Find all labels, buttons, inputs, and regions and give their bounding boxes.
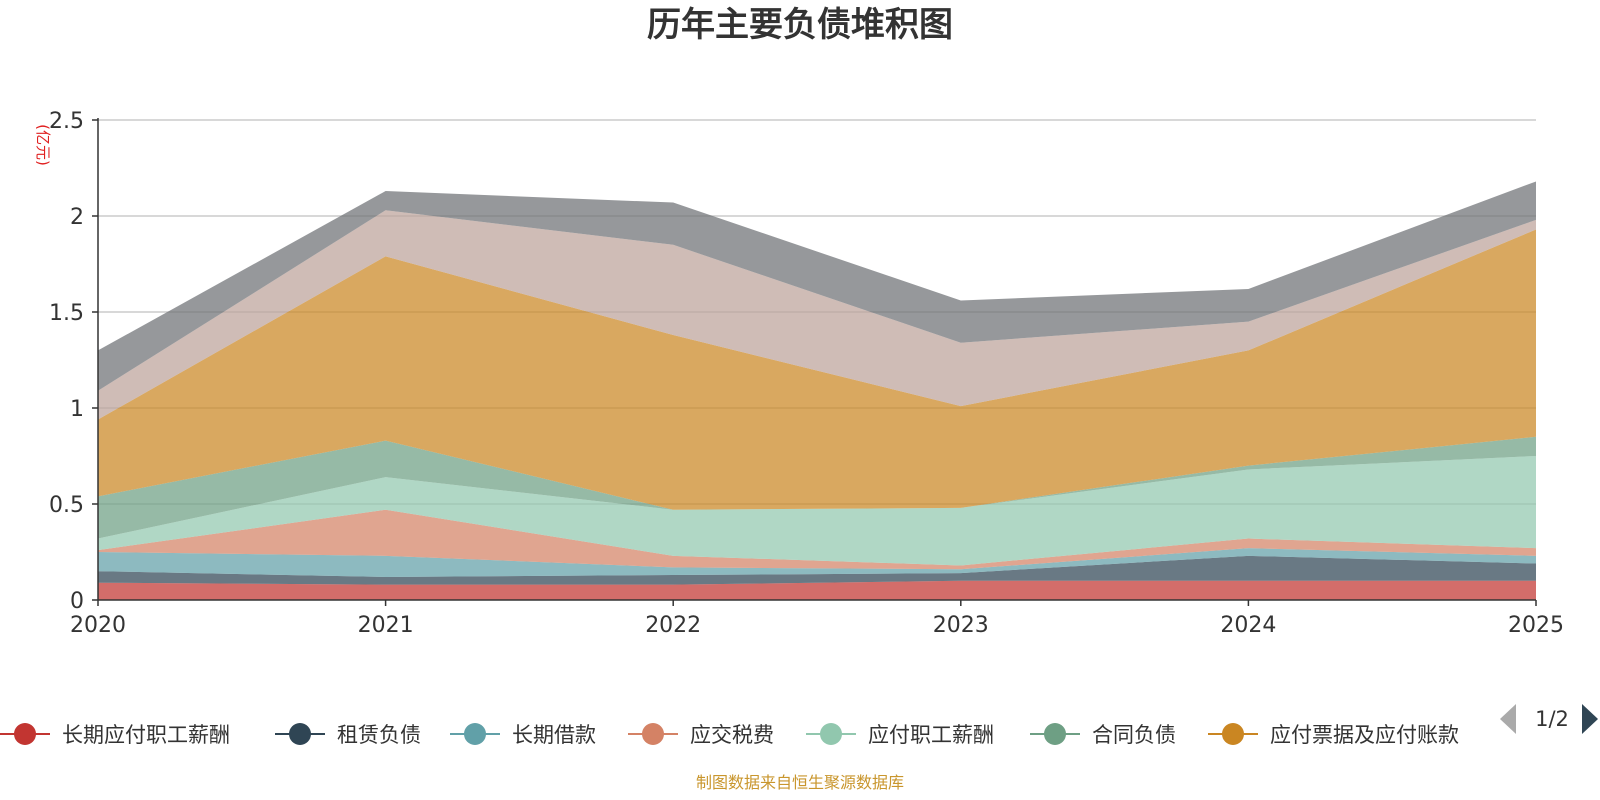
area-series-8[interactable] (98, 210, 1536, 420)
axes: 0 0.5 1 1.5 2 2.5 2020 2021 2022 2023 2024 2025 (49, 109, 1564, 638)
legend-item-3[interactable]: 长期借款 (450, 723, 596, 747)
area-series-2[interactable] (98, 555, 1536, 585)
x-tick-label: 2021 (358, 613, 414, 638)
legend-label: 应付票据及应付账款 (1270, 723, 1459, 747)
y-axis-unit-label: (亿元) (34, 124, 52, 166)
area-series-7[interactable] (98, 229, 1536, 510)
legend-pager: 1/2 (1500, 704, 1598, 734)
y-tick-label: 1 (70, 397, 84, 422)
area-series-9[interactable] (98, 181, 1536, 391)
legend-next-page-icon[interactable] (1582, 704, 1598, 734)
legend-item-7[interactable]: 应付票据及应付账款 (1208, 723, 1459, 747)
y-tick-label: 0 (70, 589, 84, 614)
chart-title: 历年主要负债堆积图 (647, 5, 953, 45)
y-tick-label: 1.5 (49, 301, 84, 326)
y-tick-label: 2 (70, 205, 84, 230)
x-tick-label: 2022 (645, 613, 701, 638)
x-tick-label: 2024 (1220, 613, 1276, 638)
legend[interactable]: 长期应付职工薪酬 租赁负债 长期借款 应交税费 应付职工薪酬 合同负债 应付票据及应付账款 (0, 723, 1459, 747)
legend-item-1[interactable]: 长期应付职工薪酬 (0, 723, 230, 747)
legend-item-4[interactable]: 应交税费 (628, 723, 774, 747)
area-series-1[interactable] (98, 580, 1536, 600)
legend-item-6[interactable]: 合同负债 (1030, 723, 1176, 747)
x-tick-label: 2020 (70, 613, 126, 638)
source-note: 制图数据来自恒生聚源数据库 (696, 773, 904, 792)
x-tick-label: 2023 (933, 613, 989, 638)
legend-marker-icon (1222, 723, 1244, 745)
legend-marker-icon (464, 723, 486, 745)
x-tick-label: 2025 (1508, 613, 1564, 638)
legend-label: 应付职工薪酬 (868, 723, 994, 747)
legend-prev-page-icon[interactable] (1500, 704, 1516, 734)
legend-page-indicator: 1/2 (1535, 707, 1569, 731)
area-series-6[interactable] (98, 436, 1536, 539)
y-tick-label: 2.5 (49, 109, 84, 134)
legend-item-5[interactable]: 应付职工薪酬 (806, 723, 994, 747)
legend-label: 合同负债 (1092, 723, 1176, 747)
legend-marker-icon (1044, 723, 1066, 745)
legend-marker-icon (820, 723, 842, 745)
legend-label: 应交税费 (690, 723, 774, 747)
area-series-5[interactable] (98, 456, 1536, 566)
legend-label: 租赁负债 (337, 723, 421, 747)
legend-marker-icon (14, 723, 36, 745)
area-series-group (98, 181, 1536, 600)
legend-item-2[interactable]: 租赁负债 (275, 723, 421, 747)
area-series-4[interactable] (98, 509, 1536, 570)
legend-label: 长期应付职工薪酬 (62, 723, 230, 747)
legend-label: 长期借款 (512, 723, 596, 747)
legend-marker-icon (642, 723, 664, 745)
y-tick-label: 0.5 (49, 493, 84, 518)
legend-marker-icon (289, 723, 311, 745)
area-series-3[interactable] (98, 548, 1536, 577)
